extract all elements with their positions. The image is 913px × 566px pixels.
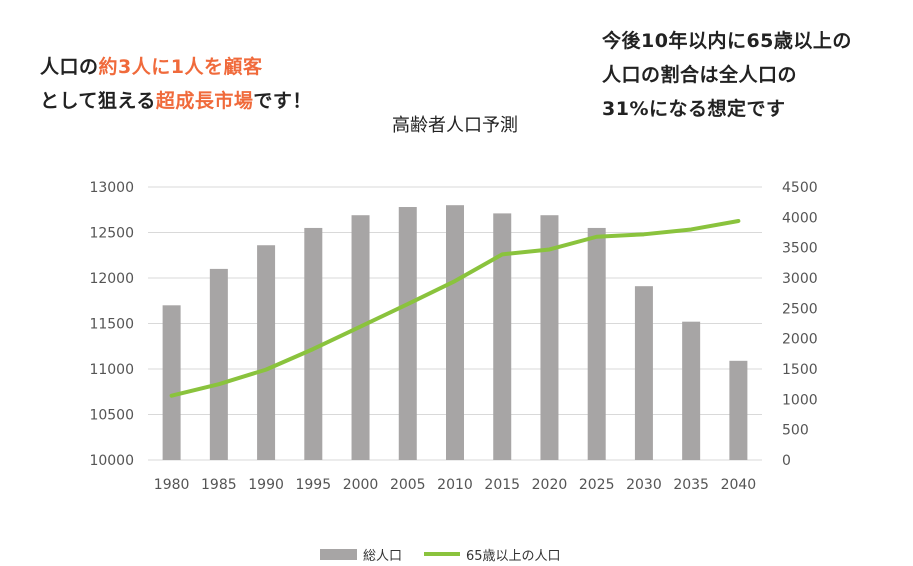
bar-total-population bbox=[351, 215, 370, 460]
line-point bbox=[596, 236, 598, 238]
bar-total-population bbox=[682, 321, 701, 460]
left-axis-tick-label: 12500 bbox=[89, 226, 134, 242]
bar-total-population bbox=[257, 245, 276, 460]
note-line: 今後10年以内に65歳以上の bbox=[602, 30, 852, 52]
line-point bbox=[643, 233, 645, 235]
right-axis-tick-label: 3500 bbox=[782, 241, 818, 257]
x-axis-tick-label: 2005 bbox=[390, 477, 426, 493]
left-axis-tick-label: 12000 bbox=[89, 271, 134, 287]
right-axis-tick-label: 3000 bbox=[782, 271, 818, 287]
right-axis-tick-label: 4000 bbox=[782, 210, 818, 226]
bar-total-population bbox=[634, 286, 653, 460]
right-axis-tick-label: 0 bbox=[782, 453, 791, 469]
line-point bbox=[690, 228, 692, 230]
headline-accent: 超成長市場 bbox=[155, 90, 254, 112]
line-point bbox=[171, 395, 173, 397]
left-axis-tick-label: 10500 bbox=[89, 408, 134, 424]
headline: 人口の約3人に1人を顧客 として狙える超成長市場です！ bbox=[40, 50, 312, 118]
bar-total-population bbox=[162, 305, 181, 460]
bar-total-population bbox=[493, 213, 512, 460]
legend-label: 65歳以上の人口 bbox=[466, 549, 561, 564]
line-point bbox=[737, 220, 739, 222]
right-axis-tick-label: 1000 bbox=[782, 392, 818, 408]
line-point bbox=[407, 303, 409, 305]
right-axis-tick-label: 4500 bbox=[782, 180, 818, 196]
right-axis-tick-label: 2500 bbox=[782, 301, 818, 317]
bar-total-population bbox=[209, 268, 228, 460]
headline-text: として狙える bbox=[40, 90, 156, 112]
right-axis-tick-label: 1500 bbox=[782, 362, 818, 378]
line-point bbox=[501, 253, 503, 255]
x-axis-tick-label: 2030 bbox=[626, 477, 662, 493]
legend-label: 総人口 bbox=[363, 549, 402, 564]
x-axis-tick-label: 2035 bbox=[673, 477, 709, 493]
bar-total-population bbox=[446, 205, 464, 460]
x-axis-tick-label: 1995 bbox=[295, 477, 331, 493]
headline-text: です！ bbox=[253, 90, 312, 112]
line-point bbox=[360, 326, 362, 328]
x-axis-tick-label: 2000 bbox=[343, 477, 379, 493]
left-axis-tick-label: 13000 bbox=[89, 180, 134, 196]
line-point bbox=[312, 348, 314, 350]
note: 今後10年以内に65歳以上の 人口の割合は全人口の 31%になる想定です bbox=[602, 24, 852, 126]
bar-total-population bbox=[304, 227, 323, 460]
note-line: 人口の割合は全人口の bbox=[602, 64, 798, 86]
bar-total-population bbox=[587, 227, 606, 460]
note-line: 31%になる想定です bbox=[602, 98, 786, 120]
headline-text: 人口の bbox=[40, 56, 99, 78]
bar-total-population bbox=[540, 215, 559, 460]
legend-swatch-bar bbox=[320, 549, 357, 560]
x-axis-tick-label: 1985 bbox=[201, 477, 237, 493]
left-axis-tick-label: 10000 bbox=[89, 453, 134, 469]
x-axis-tick-label: 1980 bbox=[154, 477, 190, 493]
bar-total-population bbox=[398, 207, 417, 460]
headline-line-2: として狙える超成長市場です！ bbox=[40, 84, 312, 118]
bar-total-population bbox=[729, 360, 748, 460]
line-point bbox=[454, 280, 456, 282]
x-axis-tick-label: 2025 bbox=[579, 477, 615, 493]
x-axis-tick-label: 1990 bbox=[248, 477, 284, 493]
x-axis-tick-label: 2015 bbox=[484, 477, 520, 493]
line-point bbox=[218, 383, 220, 385]
x-axis-tick-label: 2020 bbox=[532, 477, 568, 493]
x-axis-tick-label: 2040 bbox=[721, 477, 757, 493]
right-axis-tick-label: 2000 bbox=[782, 332, 818, 348]
headline-line-1: 人口の約3人に1人を顧客 bbox=[40, 50, 312, 84]
line-point bbox=[265, 369, 267, 371]
left-axis-tick-label: 11000 bbox=[89, 362, 134, 378]
x-axis-tick-label: 2010 bbox=[437, 477, 473, 493]
right-axis-tick-label: 500 bbox=[782, 423, 809, 439]
headline-accent: 約3人に1人を顧客 bbox=[98, 56, 263, 78]
chart-title: 高齢者人口予測 bbox=[392, 115, 518, 136]
left-axis-tick-label: 11500 bbox=[89, 317, 134, 333]
line-point bbox=[548, 248, 550, 250]
